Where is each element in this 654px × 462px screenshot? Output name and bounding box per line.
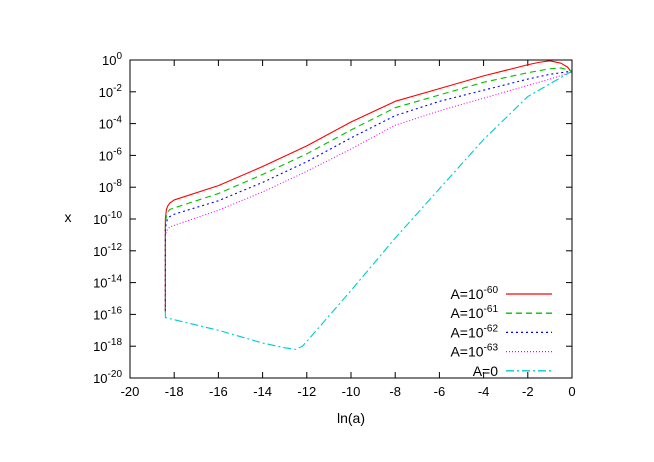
legend-label: A=10-62: [450, 323, 498, 340]
y-tick-exponent: -20: [108, 369, 123, 380]
y-tick-exponent: -6: [113, 146, 122, 157]
x-tick-label: -18: [165, 384, 184, 399]
y-tick-label: 10-16: [93, 305, 122, 322]
y-tick-exponent: -4: [113, 115, 122, 126]
y-tick-base: 10: [93, 244, 107, 259]
legend-label: A=10-63: [450, 343, 498, 360]
legend-label-base: A=10: [450, 305, 483, 321]
x-tick-label: -6: [434, 384, 446, 399]
y-tick-label: 10-12: [93, 242, 122, 259]
legend-label-exponent: -62: [484, 323, 499, 334]
x-tick-label: -8: [389, 384, 401, 399]
legend-label-base: A=10: [450, 324, 483, 340]
x-tick-label: 0: [568, 384, 575, 399]
legend-label-exponent: -61: [484, 304, 499, 315]
series-line-4: [164, 70, 573, 350]
y-tick-base: 10: [99, 117, 113, 132]
x-tick-label: -10: [342, 384, 361, 399]
legend-label-base: A=10: [450, 344, 483, 360]
y-tick-exponent: 0: [116, 51, 122, 62]
x-axis-label: ln(a): [337, 410, 365, 426]
y-tick-base: 10: [93, 212, 107, 227]
y-tick-exponent: -14: [108, 274, 123, 285]
x-tick-label: -4: [478, 384, 490, 399]
legend-label-exponent: -63: [484, 343, 499, 354]
y-tick-label: 10-6: [99, 146, 123, 163]
y-tick-label: 10-20: [93, 369, 122, 386]
y-tick-label: 10-4: [99, 115, 123, 132]
legend: A=10-60A=10-61A=10-62A=10-63A=0: [450, 285, 552, 379]
legend-label-base: A=0: [473, 363, 499, 379]
y-tick-label: 10-8: [99, 178, 123, 195]
y-tick-exponent: -12: [108, 242, 123, 253]
legend-label: A=10-60: [450, 285, 498, 302]
y-tick-label: 10-2: [99, 83, 123, 100]
y-tick-exponent: -10: [108, 210, 123, 221]
x-tick-label: -12: [297, 384, 316, 399]
y-tick-base: 10: [93, 371, 107, 386]
y-tick-base: 10: [99, 148, 113, 163]
series-line-1: [164, 67, 573, 312]
y-tick-exponent: -18: [108, 337, 123, 348]
y-tick-base: 10: [93, 307, 107, 322]
series-line-0: [164, 60, 573, 312]
y-tick-label: 10-18: [93, 337, 122, 354]
y-tick-label: 100: [102, 51, 122, 68]
plot-frame: [129, 59, 573, 379]
y-tick-base: 10: [99, 180, 113, 195]
legend-label: A=0: [473, 363, 499, 379]
plot-area: [164, 60, 573, 350]
y-tick-base: 10: [99, 85, 113, 100]
y-tick-exponent: -16: [108, 305, 123, 316]
axis-ticks: -20 -18 -16 -14 -12 -10 -8 -6 -4 -2 010010-210-410…: [93, 51, 576, 399]
y-tick-label: 10-10: [93, 210, 122, 227]
y-tick-base: 10: [93, 276, 107, 291]
legend-label-exponent: -60: [484, 285, 499, 296]
y-axis-label: x: [65, 209, 72, 225]
legend-label: A=10-61: [450, 304, 498, 321]
x-tick-label: -16: [209, 384, 228, 399]
y-tick-base: 10: [93, 339, 107, 354]
y-tick-exponent: -8: [113, 178, 122, 189]
x-tick-label: -2: [522, 384, 534, 399]
x-tick-label: -14: [253, 384, 272, 399]
x-tick-label: -20: [121, 384, 140, 399]
y-tick-label: 10-14: [93, 274, 122, 291]
series-line-2: [164, 70, 573, 312]
y-tick-base: 10: [102, 53, 116, 68]
y-tick-exponent: -2: [113, 83, 122, 94]
legend-label-base: A=10: [450, 286, 483, 302]
